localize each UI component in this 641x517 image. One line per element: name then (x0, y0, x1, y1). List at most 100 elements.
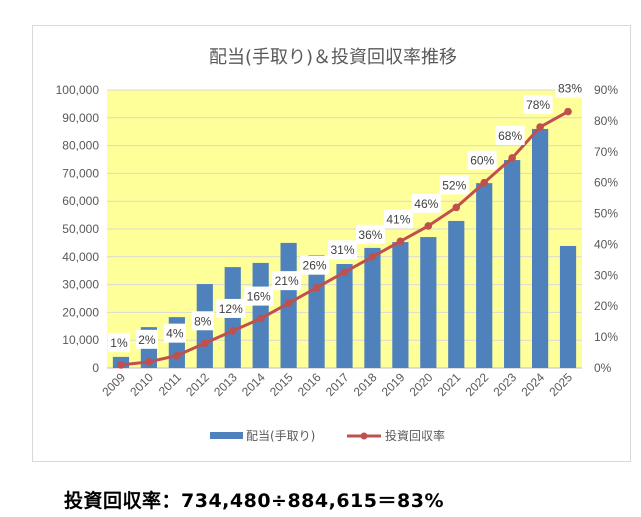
data-label-box (439, 175, 469, 195)
legend-bar-swatch (210, 432, 243, 439)
line-marker (536, 123, 544, 131)
line-marker (508, 154, 516, 162)
data-label-box (355, 224, 385, 244)
line-marker (284, 299, 293, 307)
recovery-rate-summary: 投資回収率：734,480÷884,615＝83% (64, 490, 444, 512)
right-tick-label: 0% (594, 361, 612, 375)
left-tick-label: 0 (92, 361, 99, 375)
x-tick-label: 2009 (99, 370, 128, 399)
data-label: 21% (275, 274, 299, 288)
right-tick-label: 30% (594, 268, 618, 282)
line-series (117, 107, 572, 369)
data-label: 1% (110, 336, 128, 350)
data-label-box (411, 193, 441, 213)
data-label-box (523, 95, 553, 115)
x-tick-label: 2013 (211, 370, 240, 399)
data-label: 26% (303, 259, 327, 273)
line-marker (564, 107, 572, 116)
left-tick-label: 20,000 (62, 305, 99, 319)
left-tick-label: 90,000 (62, 111, 99, 125)
bar (420, 237, 437, 368)
data-label-box (300, 255, 330, 275)
line-marker (480, 178, 489, 187)
legend-line-label: 投資回収率 (385, 428, 445, 443)
x-tick-label: 2023 (490, 370, 519, 399)
bar (504, 160, 521, 368)
line-marker (228, 327, 237, 335)
bar (531, 128, 549, 368)
right-tick-label: 40% (594, 237, 618, 251)
line-marker (173, 351, 181, 360)
right-tick-label: 70% (594, 145, 618, 159)
x-tick-label: 2018 (351, 370, 380, 399)
line-marker (368, 253, 377, 261)
data-label: 46% (414, 197, 438, 211)
right-tick-label: 10% (594, 330, 618, 344)
data-label: 83% (558, 82, 582, 96)
left-tick-label: 60,000 (62, 194, 99, 208)
data-label: 2% (138, 333, 156, 347)
x-tick-label: 2019 (379, 370, 408, 399)
x-tick-label: 2025 (546, 370, 575, 399)
data-label: 41% (386, 212, 410, 226)
line-marker (424, 222, 433, 230)
data-label-box (555, 78, 585, 98)
right-axis: 0% 10% 20% 30% 40% 50% 60% 70% 80% 90% (594, 83, 618, 375)
left-tick-label: 80,000 (62, 139, 99, 153)
chart-title: 配当(手取り)＆投資回収率推移 (209, 47, 457, 68)
chart-svg: 配当(手取り)＆投資回収率推移 1% 2% 4% 8% 12% 16% 21% 26%31% 3… (56, 47, 619, 443)
left-tick-label: 10,000 (62, 333, 99, 347)
data-label-box (163, 323, 186, 343)
right-tick-label: 50% (594, 207, 618, 221)
data-label-box (216, 298, 246, 318)
left-tick-label: 70,000 (62, 166, 99, 180)
x-tick-label: 2010 (127, 370, 156, 399)
line-marker (117, 361, 125, 369)
data-label-box (191, 311, 214, 331)
line-marker (452, 203, 461, 212)
left-axis: 0 10,000 20,000 30,000 40,000 50,000 60,000 70,… (56, 83, 100, 375)
bar (559, 245, 577, 368)
right-tick-label: 60% (594, 176, 618, 190)
bar (392, 242, 409, 368)
line-marker (145, 358, 153, 366)
x-tick-label: 2020 (407, 370, 436, 399)
x-tick-label: 2022 (463, 370, 492, 399)
bar (308, 255, 325, 368)
x-tick-label: 2021 (435, 370, 464, 399)
data-label: 60% (470, 154, 494, 168)
right-tick-label: 20% (594, 299, 618, 313)
data-label: 78% (526, 98, 550, 112)
right-tick-label: 80% (594, 114, 618, 128)
left-tick-label: 30,000 (62, 278, 99, 292)
x-tick-label: 2017 (323, 370, 352, 399)
x-tick-label: 2024 (518, 370, 547, 399)
data-label: 4% (166, 327, 184, 341)
chart-frame: 配当(手取り)＆投資回収率推移 1% 2% 4% 8% 12% 16% 21% 26% 31% 3… (32, 25, 631, 462)
bar (364, 247, 381, 368)
left-tick-label: 40,000 (62, 250, 99, 264)
data-label-box (328, 240, 357, 260)
left-tick-label: 50,000 (62, 222, 99, 236)
x-tick-label: 2011 (156, 370, 184, 398)
line-marker (256, 314, 265, 323)
bar (336, 264, 353, 368)
right-tick-label: 90% (594, 83, 618, 97)
x-tick-label: 2016 (295, 370, 324, 399)
line-marker (312, 283, 321, 292)
data-label-box (244, 286, 274, 306)
x-axis: 2009 2010 2011 2012 2013 2014 2015 2016 2017 2018… (99, 370, 575, 399)
line-marker (200, 339, 209, 348)
data-label-box (383, 209, 413, 229)
bar (448, 220, 465, 368)
bar (476, 183, 493, 368)
data-labels: 1% 2% 4% 8% 12% 16% 21% 26%31% 36% 41% 46% 52% 60% 68… (107, 78, 585, 352)
data-label-box (467, 150, 497, 170)
data-label: 31% (330, 243, 354, 257)
data-label: 52% (442, 178, 466, 192)
data-label: 68% (498, 129, 522, 143)
line-marker (340, 268, 349, 277)
data-label: 8% (194, 314, 212, 328)
line-marker (396, 237, 405, 246)
x-tick-label: 2012 (183, 370, 212, 399)
